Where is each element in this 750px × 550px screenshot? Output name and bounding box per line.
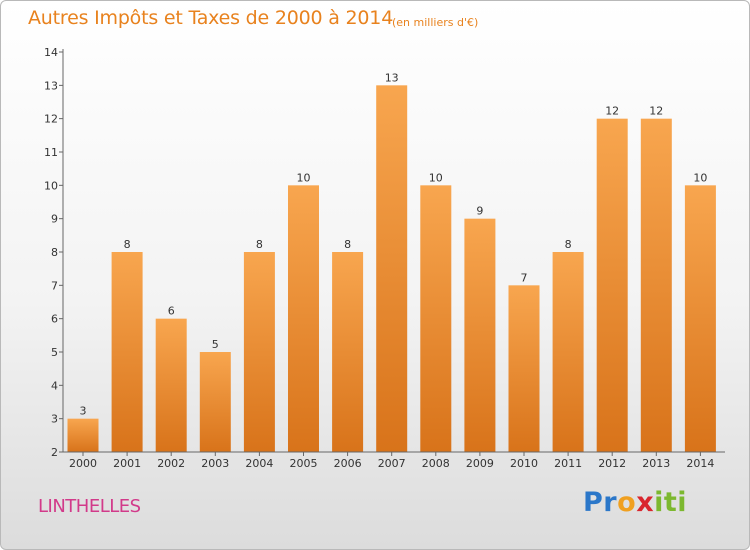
logo-letter: x <box>636 487 655 518</box>
value-label-2013: 12 <box>649 105 663 118</box>
y-tick-label: 8 <box>51 246 58 259</box>
bar-2000 <box>67 418 99 452</box>
value-label-2012: 12 <box>605 105 619 118</box>
logo-letter: P <box>583 487 604 518</box>
x-tick-label-2002: 2002 <box>157 457 185 470</box>
bar-2001 <box>111 252 143 452</box>
x-tick-label-2012: 2012 <box>598 457 626 470</box>
x-tick-label-2006: 2006 <box>334 457 362 470</box>
logo-letter: o <box>617 487 637 518</box>
y-tick-label: 10 <box>44 179 58 192</box>
x-tick-label-2004: 2004 <box>245 457 273 470</box>
value-label-2002: 6 <box>168 305 175 318</box>
value-label-2007: 13 <box>385 71 399 84</box>
x-tick-label-2003: 2003 <box>201 457 229 470</box>
x-tick-label-2008: 2008 <box>422 457 450 470</box>
x-axis: 2000 2001 2002 2003 2004 2005 2006 2007 2008 2009… <box>63 451 725 470</box>
x-tick-label-2014: 2014 <box>686 457 714 470</box>
value-label-2014: 10 <box>693 171 707 184</box>
value-label-2000: 3 <box>80 405 87 418</box>
value-label-2001: 8 <box>124 238 131 251</box>
bar-2013 <box>640 118 672 453</box>
value-label-2003: 5 <box>212 338 219 351</box>
proxiti-logo: Proxiti <box>583 487 687 518</box>
x-tick-label-2013: 2013 <box>642 457 670 470</box>
y-tick-label: 2 <box>51 446 58 459</box>
chart-subtitle: (en milliers d'€) <box>392 16 479 29</box>
value-label-2010: 7 <box>521 271 528 284</box>
bar-2011 <box>552 252 584 452</box>
value-label-2011: 8 <box>565 238 572 251</box>
bar-2002 <box>155 318 187 452</box>
logo-letter: r <box>603 487 618 518</box>
x-tick-label-2001: 2001 <box>113 457 141 470</box>
x-tick-label-2011: 2011 <box>554 457 582 470</box>
value-label-2006: 8 <box>344 238 351 251</box>
y-axis: 2 3 4 5 6 7 8 9 10 11 12 13 14 <box>44 46 64 459</box>
value-label-2009: 9 <box>476 205 483 218</box>
bar-2010 <box>508 285 540 452</box>
bars-group: 3 8 6 5 8 10 8 13 10 9 7 8 12 12 10 <box>67 71 716 453</box>
logo-letter: i <box>677 487 688 518</box>
x-tick-label-2009: 2009 <box>466 457 494 470</box>
bar-2012 <box>596 118 628 453</box>
y-tick-label: 12 <box>44 113 58 126</box>
x-tick-label-2010: 2010 <box>510 457 538 470</box>
x-tick-label-2007: 2007 <box>378 457 406 470</box>
value-label-2008: 10 <box>429 171 443 184</box>
y-tick-label: 13 <box>44 79 58 92</box>
logo-letter: i <box>654 487 664 518</box>
x-tick-label-2000: 2000 <box>69 457 97 470</box>
bar-2014 <box>684 185 716 453</box>
value-label-2005: 10 <box>297 171 311 184</box>
y-tick-label: 11 <box>44 146 58 159</box>
value-label-2004: 8 <box>256 238 263 251</box>
y-tick-label: 14 <box>44 46 58 59</box>
bar-2003 <box>199 352 231 452</box>
y-tick-label: 5 <box>51 346 58 359</box>
x-tick-label-2005: 2005 <box>290 457 318 470</box>
bar-2009 <box>464 218 496 452</box>
chart-title: Autres Impôts et Taxes de 2000 à 2014 <box>28 7 394 29</box>
commune-name: LINTHELLES <box>38 496 141 517</box>
y-tick-label: 6 <box>51 313 58 326</box>
y-tick-label: 3 <box>51 413 58 426</box>
bar-2005 <box>288 185 319 453</box>
bar-2007 <box>376 85 408 452</box>
logo-letter: t <box>663 487 678 518</box>
y-tick-label: 9 <box>51 213 58 226</box>
bar-2006 <box>332 252 364 452</box>
y-tick-label: 7 <box>51 279 58 292</box>
bar-2004 <box>243 252 275 452</box>
bar-2008 <box>420 185 452 453</box>
y-tick-label: 4 <box>51 379 58 392</box>
